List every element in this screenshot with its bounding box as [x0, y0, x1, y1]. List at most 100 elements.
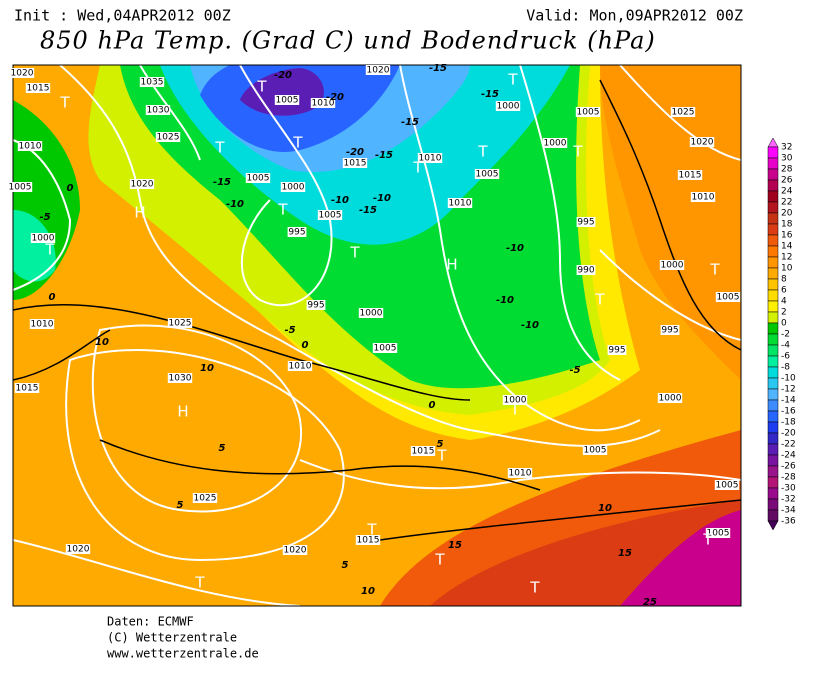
- colorbar-cell: [767, 432, 779, 445]
- colorbar-label: -8: [781, 363, 790, 373]
- isobar-label-box: [372, 343, 398, 353]
- isotherm-label: 15: [448, 540, 462, 551]
- colorbar-cell: [767, 388, 779, 401]
- colorbar-label: 24: [781, 187, 793, 197]
- colorbar-label: 32: [781, 143, 792, 153]
- isobar-label-box: [659, 260, 685, 270]
- isobar-label-box: [306, 300, 326, 310]
- isobar-label-box: [576, 217, 596, 227]
- colorbar-label: 28: [781, 165, 793, 175]
- colorbar-label: 2: [781, 308, 787, 318]
- map-title: 850 hPa Temp. (Grad C) und Bodendruck (h…: [40, 27, 656, 55]
- colorbar-cell: [767, 168, 779, 181]
- isobar-label-box: [155, 132, 181, 142]
- isobar-label-box: [502, 395, 528, 405]
- colorbar-label: -36: [781, 517, 796, 527]
- isotherm-label: -10: [521, 320, 539, 331]
- colorbar-label: 18: [781, 220, 793, 230]
- colorbar-label: 30: [781, 154, 793, 164]
- isobar-label: 1010: [509, 469, 532, 479]
- pressure-center: T: [477, 143, 488, 161]
- colorbar-cell: [767, 190, 779, 203]
- colorbar-label: 10: [781, 264, 793, 274]
- isobar-label: 1010: [449, 199, 472, 209]
- isobar-label: 1025: [157, 133, 180, 143]
- isotherm-label: -15: [359, 205, 377, 216]
- isobar-label-box: [355, 535, 381, 545]
- isobar-label-box: [245, 173, 271, 183]
- isobar-label: 1015: [16, 384, 39, 394]
- colorbar-label: 16: [781, 231, 793, 241]
- isobar-label-box: [139, 77, 165, 87]
- isobar-label-box: [9, 68, 35, 78]
- isotherm-label: -20: [274, 70, 292, 81]
- isobar-label: 1005: [276, 96, 299, 106]
- colorbar-label: -6: [781, 352, 790, 362]
- isobar-label: 990: [577, 266, 594, 276]
- pressure-center: T: [256, 78, 267, 96]
- isobar-label-box: [274, 95, 300, 105]
- isobar-label-box: [310, 98, 336, 108]
- isobar-label-box: [25, 83, 51, 93]
- pressure-center: T: [507, 71, 518, 89]
- isotherm-label: -10: [226, 199, 244, 210]
- isobar-label-box: [575, 107, 601, 117]
- isobar-label-box: [65, 544, 91, 554]
- isotherm-label: 10: [200, 363, 214, 374]
- isobar-label: 1010: [19, 142, 42, 152]
- colorbar-cell: [767, 234, 779, 247]
- isobar-label-box: [287, 227, 307, 237]
- isobar-label: 1005: [247, 174, 270, 184]
- colorbar-cell: [767, 399, 779, 412]
- colorbar-label: -4: [781, 341, 790, 351]
- isobar-label-box: [192, 493, 218, 503]
- colorbar-label: -20: [781, 429, 796, 439]
- pressure-center: T: [349, 244, 360, 262]
- isobar-label-box: [542, 138, 568, 148]
- colorbar-cell: [767, 443, 779, 456]
- isobar-label: 1020: [284, 546, 307, 556]
- isobar-label: 1000: [32, 234, 55, 244]
- isotherm-label: 0: [302, 340, 309, 351]
- isobar-label: 1015: [357, 536, 380, 546]
- isobar-label-box: [129, 179, 155, 189]
- colorbar-label: -32: [781, 495, 796, 505]
- isobar-label-box: [167, 318, 193, 328]
- isotherm-label: 10: [598, 503, 612, 514]
- colorbar-label: -28: [781, 473, 796, 483]
- colorbar-cell: [767, 157, 779, 170]
- isotherm-label: -15: [481, 89, 499, 100]
- colorbar-cell: [767, 410, 779, 423]
- isobar-label-box: [358, 308, 384, 318]
- isobar-label: 995: [608, 346, 625, 356]
- colorbar-label: 20: [781, 209, 793, 219]
- isobar-label-box: [660, 325, 680, 335]
- isobar-label-box: [167, 373, 193, 383]
- isobar-label: 1005: [476, 170, 499, 180]
- isobar-label-box: [317, 210, 343, 220]
- isobar-label: 1005: [716, 481, 739, 491]
- pressure-center: T: [572, 143, 583, 161]
- valid-time: Valid: Mon,09APR2012 00Z: [526, 7, 743, 25]
- isotherm-label: -15: [375, 150, 393, 161]
- colorbar-cell: [767, 179, 779, 192]
- isobar-label: 1005: [717, 293, 740, 303]
- isobar-label-box: [576, 265, 596, 275]
- isobar-label: 1000: [504, 396, 527, 406]
- isobar-label: 1020: [67, 545, 90, 555]
- colorbar-cell: [767, 355, 779, 368]
- isotherm-label: 10: [361, 586, 375, 597]
- isobar-label-box: [657, 393, 683, 403]
- isotherm-label: -15: [213, 177, 231, 188]
- data-source: Daten: ECMWF: [107, 615, 194, 629]
- isobar-label-box: [582, 445, 608, 455]
- colorbar-label: -10: [781, 374, 796, 384]
- isobar-label: 1030: [147, 106, 170, 116]
- isobar-label: 1000: [360, 309, 383, 319]
- isobar-label-box: [14, 383, 40, 393]
- isotherm-label: 0: [67, 183, 74, 194]
- colorbar-label: 8: [781, 275, 787, 285]
- colorbar-cell: [767, 476, 779, 489]
- colorbar-cell: [767, 201, 779, 214]
